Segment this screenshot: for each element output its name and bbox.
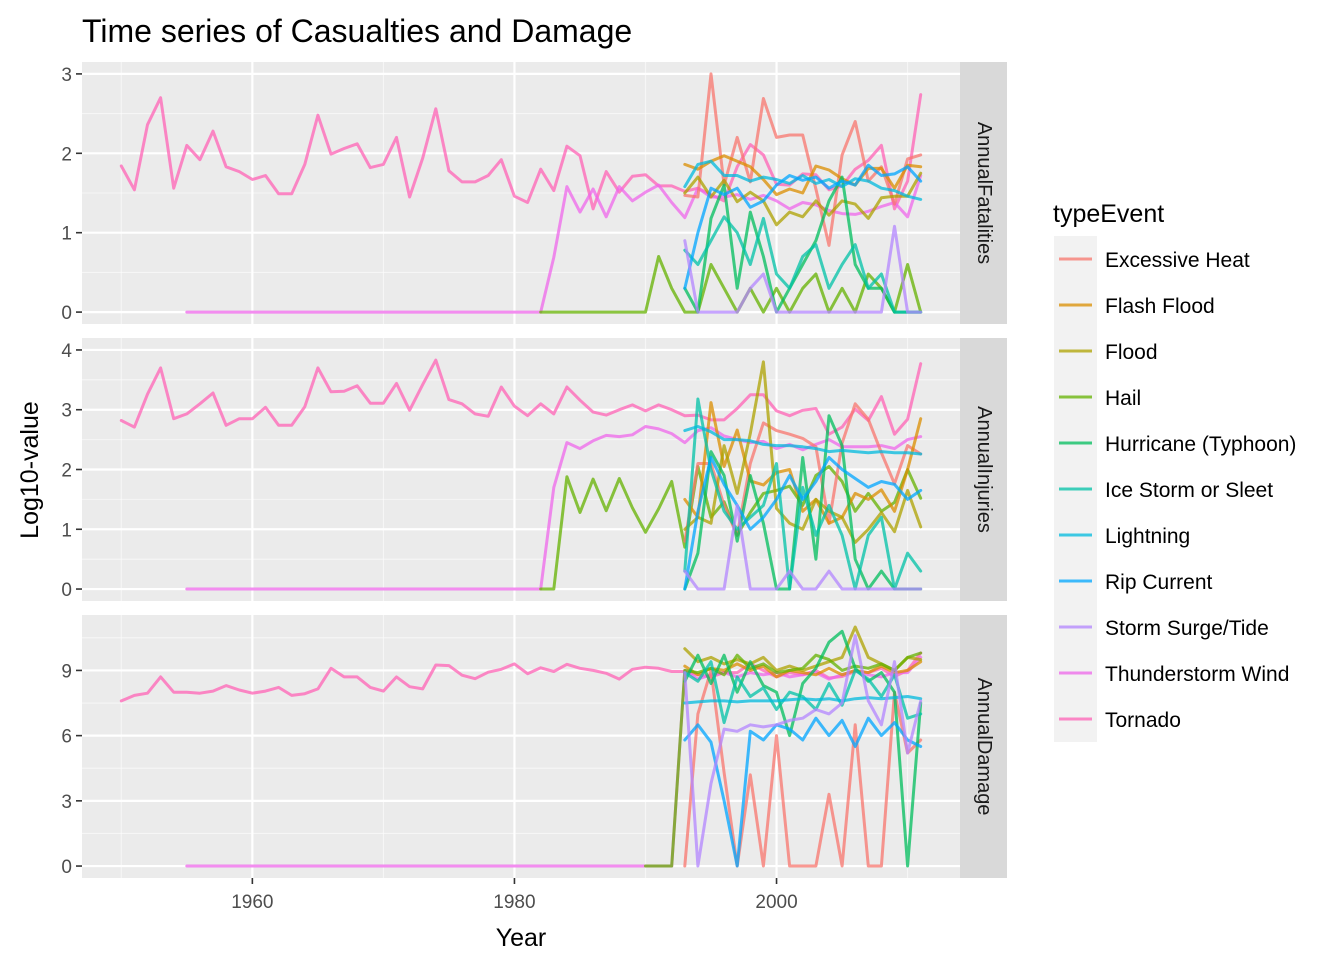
x-axis-title: Year [496, 924, 547, 952]
legend-label: Hail [1105, 387, 1141, 410]
y-tick-label: 2 [61, 461, 72, 482]
y-tick-label: 0 [61, 580, 72, 601]
chart-title: Time series of Casualties and Damage [82, 13, 632, 49]
series-line-storm-surge-tide [683, 634, 923, 868]
facet-strip [960, 338, 1007, 601]
legend-item: Hurricane (Typhoon) [1054, 420, 1296, 466]
legend-label: Storm Surge/Tide [1105, 617, 1269, 640]
series-line-lightning [683, 425, 923, 456]
facet-strip [960, 615, 1007, 878]
series-line-rip-current [683, 456, 923, 591]
facet-strip [960, 62, 1007, 324]
facet-strip-label: AnnualFatalities [973, 122, 995, 264]
legend-label: Hurricane (Typhoon) [1105, 433, 1296, 456]
legend-item: Tornado [1054, 696, 1181, 742]
y-tick-label: 3 [61, 792, 72, 813]
series-line-hail [539, 255, 923, 314]
legend-item: Storm Surge/Tide [1054, 604, 1269, 650]
y-tick-label: 1 [61, 224, 72, 245]
legend-item: Ice Storm or Sleet [1054, 466, 1273, 512]
series-lines [119, 72, 923, 314]
series-line-rip-current [683, 163, 923, 290]
series-line-excessive-heat [683, 668, 923, 868]
y-tick-label: 6 [61, 727, 72, 748]
facet-strip-label: AnnualDamage [973, 678, 995, 816]
y-tick-label: 2 [61, 144, 72, 165]
legend-item: Hail [1054, 374, 1141, 420]
series-line-tornado [119, 651, 923, 703]
y-tick-label: 0 [61, 857, 72, 878]
series-line-flood [683, 360, 923, 544]
legend-label: Flash Flood [1105, 295, 1215, 318]
y-tick-label: 1 [61, 520, 72, 541]
series-line-hurricane-typhoon [683, 175, 923, 314]
y-tick-label: 3 [61, 401, 72, 422]
series-line-storm-surge-tide [683, 503, 923, 591]
legend-label: Flood [1105, 341, 1158, 364]
series-line-flash-flood [683, 154, 923, 197]
legend: typeEvent Excessive Heat Flash Flood Flood… [1053, 200, 1296, 742]
x-tick-label: 1960 [231, 892, 273, 913]
legend-item: Flood [1054, 328, 1158, 374]
legend-label: Rip Current [1105, 571, 1213, 594]
legend-label: Thunderstorm Wind [1105, 663, 1289, 686]
legend-label: Ice Storm or Sleet [1105, 479, 1273, 502]
series-line-rip-current [683, 716, 923, 868]
legend-item: Excessive Heat [1054, 236, 1250, 282]
series-lines [119, 358, 923, 591]
facet-panel-AnnualFatalities: 0 1 2 3 AnnualFatalities [61, 62, 1007, 324]
y-axis-title: Log10-value [16, 401, 44, 539]
legend-item: Thunderstorm Wind [1054, 650, 1289, 696]
series-lines [119, 625, 923, 868]
series-line-tornado [119, 93, 923, 211]
panel-background [82, 615, 960, 878]
legend-title: typeEvent [1053, 200, 1164, 228]
y-tick-label: 4 [61, 341, 72, 362]
facet-strip-label: AnnualInjuries [973, 406, 995, 533]
series-line-thunderstorm-wind [185, 425, 923, 591]
series-line-flash-flood [683, 401, 923, 525]
series-line-storm-surge-tide [683, 224, 923, 314]
series-line-lightning [683, 159, 923, 201]
legend-item: Flash Flood [1054, 282, 1215, 328]
legend-label: Lightning [1105, 525, 1190, 548]
series-line-hurricane-typhoon [683, 414, 923, 591]
series-line-ice-storm-or-sleet [683, 660, 923, 725]
x-tick-label: 1980 [493, 892, 535, 913]
series-line-ice-storm-or-sleet [683, 397, 923, 591]
facet-panel-AnnualDamage: 0 3 6 9 1960 1980 2000 AnnualDamage [61, 615, 1007, 913]
y-tick-label: 0 [61, 303, 72, 324]
legend-items: Excessive Heat Flash Flood Flood Hail Hurric… [1054, 236, 1296, 742]
series-line-hail [644, 651, 923, 868]
x-tick-label: 2000 [755, 892, 797, 913]
series-line-hurricane-typhoon [683, 629, 923, 868]
series-line-lightning [683, 695, 923, 705]
y-tick-label: 9 [61, 661, 72, 682]
legend-item: Lightning [1054, 512, 1190, 558]
series-line-ice-storm-or-sleet [683, 215, 923, 314]
series-line-tornado [119, 358, 923, 436]
facet-panels: 0123AnnualFatalities01234AnnualInjuries0… [61, 62, 1007, 913]
legend-label: Tornado [1105, 709, 1181, 732]
series-line-flood [683, 171, 923, 227]
series-line-flash-flood [683, 660, 923, 679]
legend-item: Rip Current [1054, 558, 1213, 604]
facet-panel-AnnualInjuries: 0 1 2 3 4 AnnualInjuries [61, 338, 1007, 601]
legend-label: Excessive Heat [1105, 249, 1250, 272]
y-tick-label: 3 [61, 65, 72, 86]
